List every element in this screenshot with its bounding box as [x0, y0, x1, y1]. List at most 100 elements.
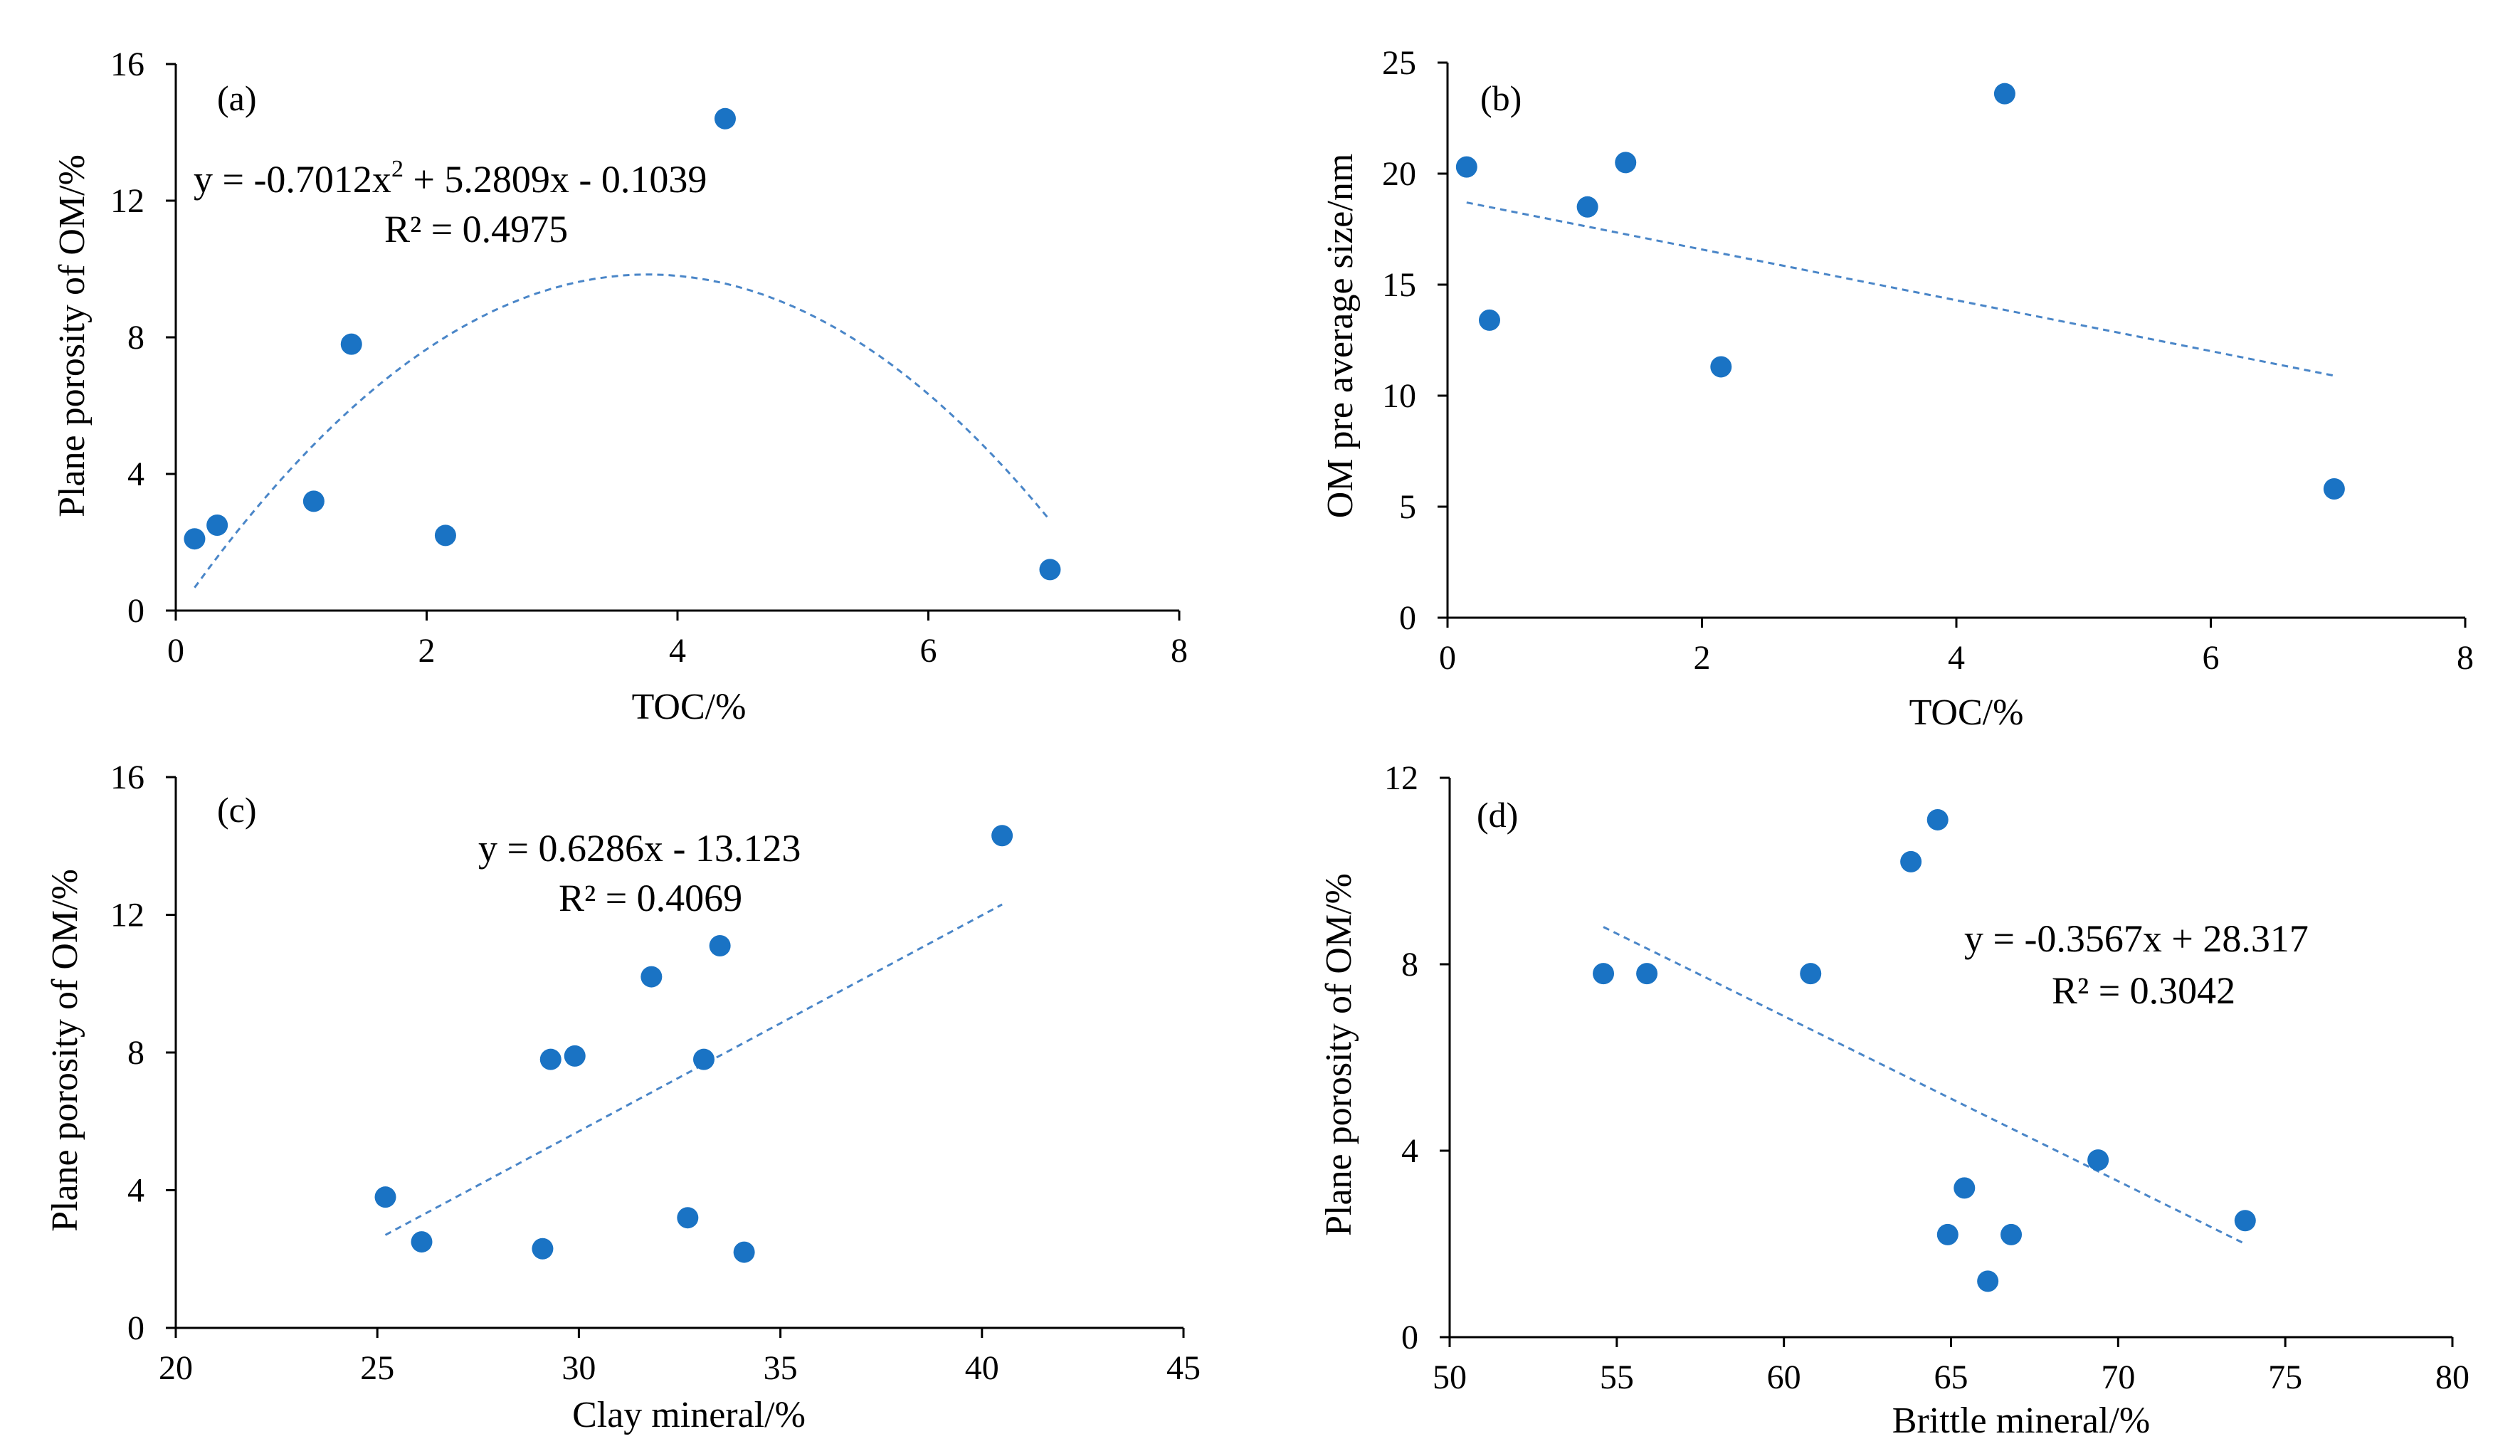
x-tick-label: 6: [2203, 639, 2220, 677]
data-point: [302, 490, 325, 512]
y-tick-label: 0: [1399, 599, 1416, 637]
panel-c-xlabel: Clay mineral/%: [572, 1395, 806, 1435]
x-tick-label: 65: [1934, 1359, 1968, 1396]
data-point: [1900, 850, 1922, 872]
data-point: [1478, 309, 1500, 331]
trendline: [1466, 201, 2335, 377]
panel-b: 0 2 4 6 8 0 5 10 15 20 25 (b) TOC/% OM pre average…: [1320, 44, 2474, 733]
panel-b-axes: 0 2 4 6 8 0 5 10 15 20 25: [1382, 44, 2474, 677]
panel-d-r2: R² = 0.3042: [2052, 969, 2235, 1012]
panel-b-marks: [1455, 83, 2345, 500]
panel-a-axes: 0 2 4 6 8 0 4 8 12 16: [110, 46, 1188, 670]
x-tick-label: 0: [167, 632, 184, 670]
y-tick-label: 4: [127, 455, 144, 493]
x-tick-label: 70: [2101, 1359, 2135, 1396]
x-tick-label: 8: [1171, 632, 1188, 670]
data-point: [434, 524, 456, 547]
panel-a-r2: R² = 0.4975: [384, 208, 568, 250]
data-point: [340, 333, 362, 355]
x-tick-label: 20: [159, 1349, 193, 1387]
y-tick-label: 15: [1382, 266, 1416, 304]
data-point: [564, 1045, 586, 1067]
data-point: [2000, 1223, 2023, 1245]
x-tick-label: 50: [1433, 1359, 1467, 1396]
data-point: [1954, 1177, 1976, 1199]
data-point: [733, 1241, 755, 1263]
data-point: [714, 107, 736, 130]
data-point: [1710, 356, 1732, 378]
x-tick-label: 45: [1166, 1349, 1201, 1387]
panel-c-ylabel: Plane porosity of OM/%: [45, 869, 85, 1232]
y-tick-label: 25: [1382, 44, 1416, 82]
panel-d-label: (d): [1477, 795, 1518, 835]
panel-d-ylabel: Plane porosity of OM/%: [1319, 873, 1359, 1236]
data-point: [1993, 83, 2015, 105]
panel-b-ylabel: OM pre average size/nm: [1320, 154, 1361, 519]
x-tick-label: 35: [764, 1349, 798, 1387]
x-tick-label: 60: [1767, 1359, 1801, 1396]
panel-c-label: (c): [217, 790, 257, 830]
panel-d-xlabel: Brittle mineral/%: [1892, 1400, 2150, 1441]
data-point: [640, 966, 663, 988]
panel-d-equation: y = -0.3567x + 28.317: [1964, 917, 2309, 960]
panel-a-equation-exponent: 2: [391, 156, 404, 182]
x-tick-label: 4: [1948, 639, 1965, 677]
data-point: [2087, 1149, 2109, 1171]
x-tick-label: 6: [920, 632, 937, 670]
y-tick-label: 16: [110, 759, 144, 796]
y-tick-label: 0: [1401, 1319, 1418, 1356]
data-point: [411, 1231, 433, 1253]
y-tick-label: 4: [127, 1172, 144, 1210]
data-point: [2323, 478, 2345, 500]
data-point: [1576, 196, 1598, 218]
data-point: [374, 1186, 396, 1208]
x-tick-label: 2: [1694, 639, 1711, 677]
x-tick-label: 8: [2457, 639, 2474, 677]
data-point: [184, 528, 206, 550]
x-tick-label: 0: [1439, 639, 1456, 677]
panel-a-equation: y = -0.7012x2 + 5.2809x - 0.1039: [194, 156, 707, 201]
data-point: [1593, 963, 1615, 985]
panel-d-marks: [1593, 808, 2256, 1292]
y-tick-label: 12: [110, 897, 144, 934]
data-point: [1615, 152, 1637, 174]
data-point: [1636, 963, 1658, 985]
y-tick-label: 20: [1382, 155, 1416, 193]
x-tick-label: 30: [562, 1349, 596, 1387]
y-tick-label: 16: [110, 46, 144, 83]
y-tick-label: 12: [110, 182, 144, 220]
data-point: [539, 1048, 562, 1070]
trendline: [384, 903, 1003, 1236]
y-tick-label: 8: [127, 1034, 144, 1072]
x-tick-label: 80: [2435, 1359, 2469, 1396]
panel-b-xlabel: TOC/%: [1909, 692, 2024, 733]
x-tick-label: 40: [965, 1349, 999, 1387]
panel-c-r2: R² = 0.4069: [559, 877, 742, 919]
data-point: [1039, 559, 1061, 581]
panel-c-equation: y = 0.6286x - 13.123: [478, 827, 801, 870]
panel-a-marks: [184, 107, 1061, 589]
data-point: [709, 935, 731, 957]
y-tick-label: 0: [127, 592, 144, 630]
y-tick-label: 8: [1401, 946, 1418, 983]
panel-a-xlabel: TOC/%: [632, 687, 747, 727]
data-point: [677, 1207, 699, 1229]
y-tick-label: 0: [127, 1309, 144, 1347]
data-point: [1936, 1223, 1958, 1245]
data-point: [1977, 1270, 1999, 1292]
panel-c-marks: [374, 825, 1013, 1263]
panel-b-label: (b): [1480, 78, 1522, 118]
panel-a-label: (a): [217, 78, 257, 118]
data-point: [692, 1048, 715, 1070]
data-point: [1455, 156, 1477, 178]
data-point: [1800, 963, 1822, 985]
x-tick-label: 25: [360, 1349, 394, 1387]
x-tick-label: 75: [2268, 1359, 2302, 1396]
data-point: [1926, 808, 1949, 830]
y-tick-label: 4: [1401, 1132, 1418, 1170]
y-tick-label: 10: [1382, 377, 1416, 415]
trendline: [194, 273, 1051, 589]
y-tick-label: 8: [127, 319, 144, 357]
